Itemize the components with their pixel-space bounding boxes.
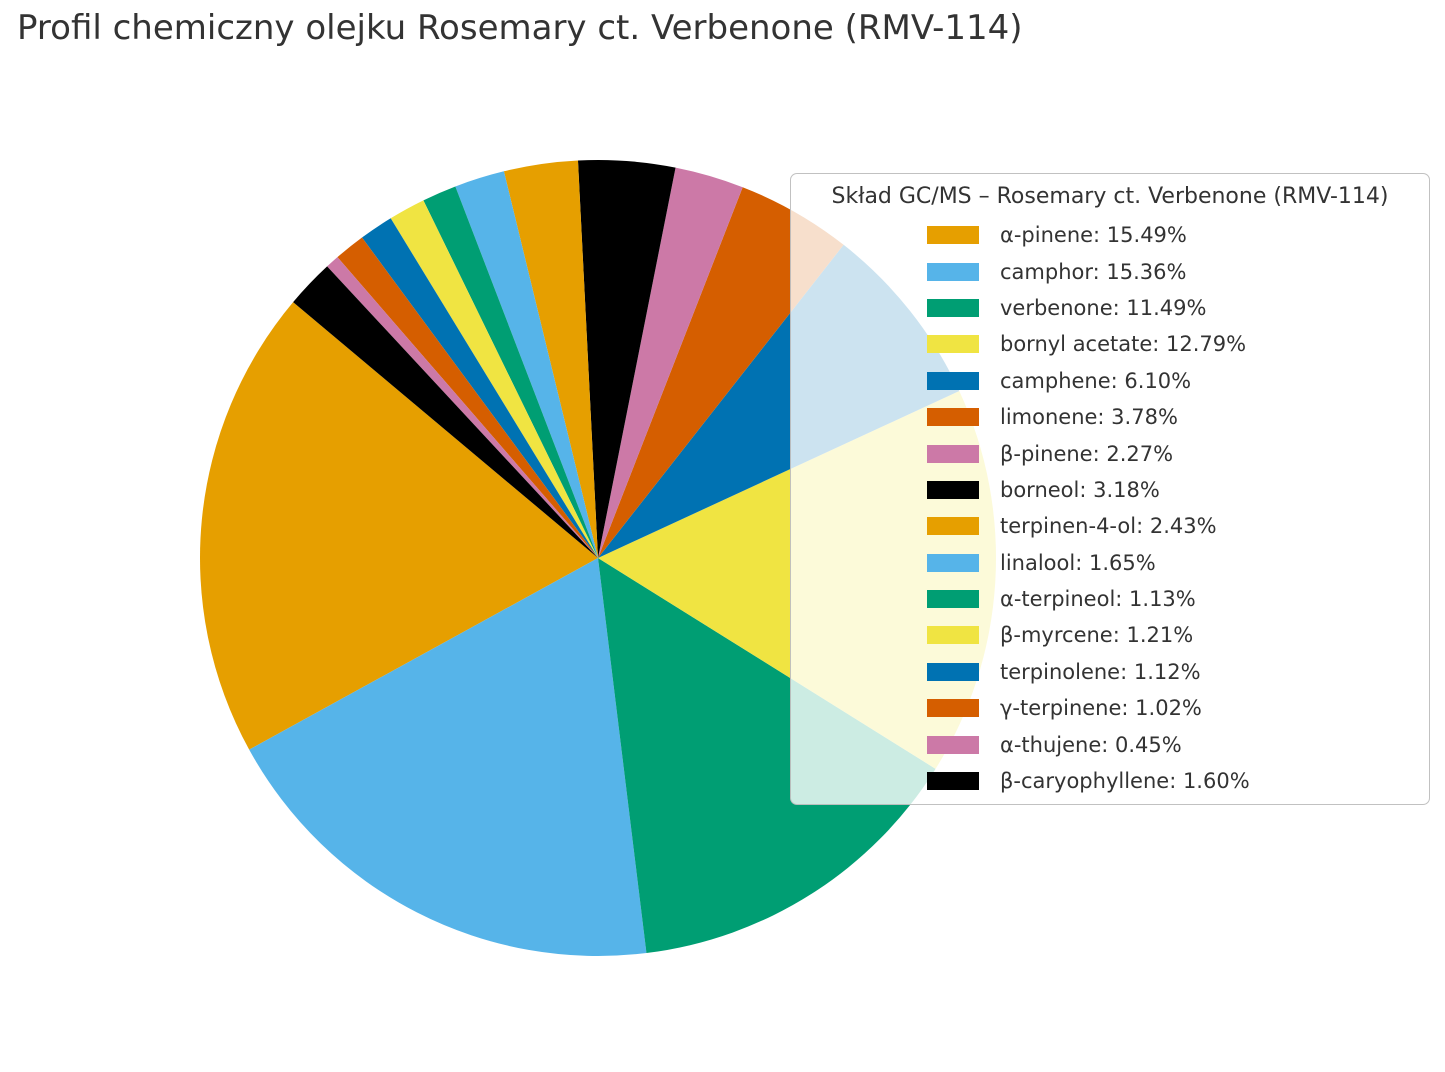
legend-item: bornyl acetate: 12.79% (927, 326, 1429, 362)
pie-slice-α-pinene (199, 302, 598, 750)
legend-swatch (927, 699, 979, 718)
legend-swatch (927, 590, 979, 609)
legend-item: verbenone: 11.49% (927, 290, 1429, 326)
legend-label: β-myrcene: 1.21% (1000, 623, 1194, 648)
legend-swatch (927, 298, 979, 317)
legend-label: camphene: 6.10% (1000, 368, 1192, 393)
legend-label: limonene: 3.78% (1000, 405, 1178, 430)
legend-swatch (927, 662, 979, 681)
legend-swatch (927, 626, 979, 645)
legend-item: camphene: 6.10% (927, 363, 1429, 399)
pie-slice-terpinolene (362, 218, 598, 558)
legend-item: α-thujene: 0.45% (927, 726, 1429, 762)
pie-slice-β-myrcene (390, 200, 598, 558)
legend-item: terpinolene: 1.12% (927, 654, 1429, 690)
legend-item: linalool: 1.65% (927, 545, 1429, 581)
legend-label: α-pinene: 15.49% (1000, 223, 1187, 248)
legend-label: verbenone: 11.49% (1000, 295, 1207, 320)
legend-item: α-pinene: 15.49% (927, 217, 1429, 253)
legend-item: borneol: 3.18% (927, 472, 1429, 508)
legend-label: borneol: 3.18% (1000, 477, 1160, 502)
pie-slice-α-thujene (327, 257, 598, 558)
pie-slice-camphor (249, 558, 647, 957)
legend-swatch (927, 772, 979, 791)
pie-slice-linalool (455, 171, 598, 558)
legend-title: Skład GC/MS – Rosemary ct. Verbenone (RM… (831, 184, 1389, 209)
legend-swatch (927, 517, 979, 536)
pie-slice-β-caryophyllene (293, 266, 598, 558)
legend-label: bornyl acetate: 12.79% (1000, 332, 1247, 357)
legend-label: terpinen-4-ol: 2.43% (1000, 514, 1217, 539)
legend-swatch (927, 553, 979, 572)
legend-item: β-pinene: 2.27% (927, 435, 1429, 471)
legend-item: β-caryophyllene: 1.60% (927, 763, 1429, 799)
legend-label: γ-terpinene: 1.02% (1000, 696, 1202, 721)
legend-swatch (927, 226, 979, 245)
legend-item: terpinen-4-ol: 2.43% (927, 508, 1429, 544)
pie-slice-limonene (598, 187, 844, 559)
legend-label: β-caryophyllene: 1.60% (1000, 769, 1250, 794)
legend-item: limonene: 3.78% (927, 399, 1429, 435)
legend-label: α-terpineol: 1.13% (1000, 587, 1196, 612)
chart-title: Profil chemiczny olejku Rosemary ct. Ver… (17, 8, 1023, 48)
legend-list: α-pinene: 15.49% camphor: 15.36% verbenone… (791, 217, 1429, 799)
legend-swatch (927, 444, 979, 463)
pie-slice-borneol (577, 159, 676, 559)
pie-slice-verbenone (598, 558, 936, 954)
legend-swatch (927, 335, 979, 354)
legend-label: terpinolene: 1.12% (1000, 659, 1201, 684)
pie-slice-terpinen-4-ol (503, 160, 598, 558)
legend-swatch (927, 480, 979, 499)
pie-slice-α-terpineol (423, 186, 598, 558)
legend-item: α-terpineol: 1.13% (927, 581, 1429, 617)
legend-label: linalool: 1.65% (1000, 550, 1156, 575)
legend-item: camphor: 15.36% (927, 253, 1429, 289)
pie-slice-β-pinene (598, 167, 743, 558)
legend-swatch (927, 408, 979, 427)
legend-label: β-pinene: 2.27% (1000, 441, 1174, 466)
legend-swatch (927, 371, 979, 390)
pie-slice-γ-terpinene (337, 237, 598, 558)
legend-label: α-thujene: 0.45% (1000, 732, 1182, 757)
legend-item: β-myrcene: 1.21% (927, 617, 1429, 653)
legend-item: γ-terpinene: 1.02% (927, 690, 1429, 726)
legend-swatch (927, 735, 979, 754)
legend: Skład GC/MS – Rosemary ct. Verbenone (RM… (790, 173, 1430, 805)
legend-swatch (927, 262, 979, 281)
legend-label: camphor: 15.36% (1000, 259, 1187, 284)
